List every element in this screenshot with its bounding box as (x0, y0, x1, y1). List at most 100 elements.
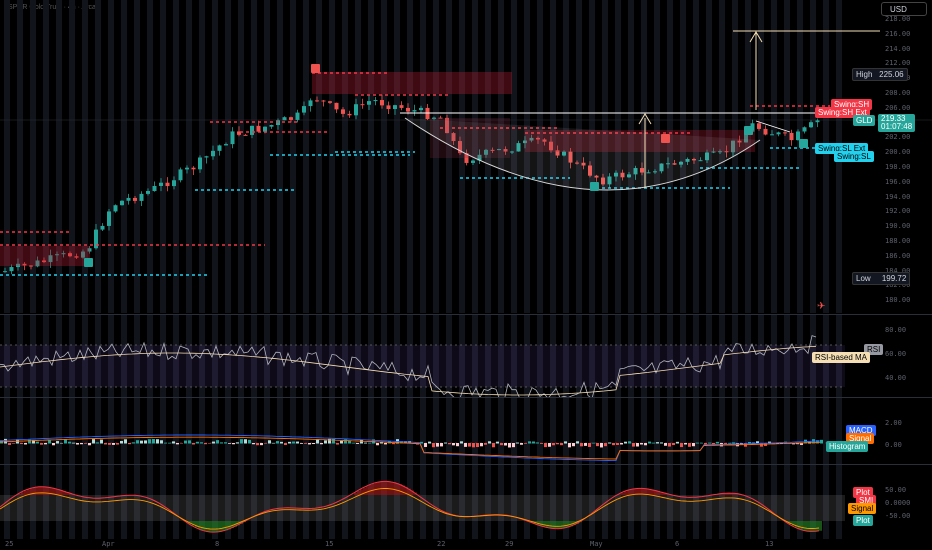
session-stripe (212, 0, 218, 313)
last-price-tag: 219.33 01:07:48 (878, 114, 916, 132)
candle-body (113, 205, 118, 212)
candle-body (263, 126, 267, 132)
candle-body (42, 260, 46, 263)
macd-histogram-bar (160, 440, 163, 444)
smi-oversold-fill (567, 521, 570, 528)
smi-oversold-fill (225, 521, 228, 531)
macd-histogram-bar (168, 442, 171, 444)
smi-canvas[interactable] (0, 465, 932, 539)
candle-body (217, 145, 222, 151)
smi-oversold-fill (576, 521, 579, 524)
smi-overbought-fill (363, 487, 366, 495)
smi-overbought-fill (33, 487, 36, 495)
smi-oversold-fill (807, 521, 810, 532)
arrow-head (638, 113, 652, 125)
macd-histogram-bar (612, 443, 615, 446)
macd-histogram-bar (144, 440, 147, 444)
session-stripe (680, 398, 686, 464)
session-stripe (576, 398, 582, 464)
smi-oversold-fill (219, 521, 222, 532)
candle-body (185, 167, 189, 170)
session-stripe (394, 398, 400, 464)
macd-histogram-bar (692, 443, 695, 447)
session-stripe (745, 0, 751, 313)
session-stripe (303, 315, 309, 397)
candle-body (386, 105, 391, 110)
macd-histogram-bar (696, 442, 699, 444)
macd-histogram-bar (48, 439, 51, 444)
macd-signal-label: Signal (846, 433, 875, 444)
time-tick: Apr (102, 540, 115, 548)
candle-body (328, 101, 332, 103)
smi-signal-line (0, 488, 820, 530)
session-stripe (368, 398, 374, 464)
macd-canvas[interactable] (0, 398, 932, 464)
macd-histogram-bar (796, 443, 799, 445)
candle-body (711, 151, 716, 153)
candle-body (653, 171, 657, 173)
price-tick: 200.00 (885, 148, 911, 157)
candle-body (399, 105, 404, 108)
candle-body (666, 163, 670, 165)
candle-body (484, 149, 488, 155)
session-stripe (277, 465, 283, 539)
macd-histogram-bar (576, 441, 579, 444)
session-stripe (251, 465, 257, 539)
session-stripe (537, 465, 543, 539)
smi-oversold-fill (792, 521, 795, 526)
candle-body (256, 125, 261, 132)
rocket-icon[interactable]: ✈ (817, 301, 826, 312)
session-stripe (17, 398, 23, 464)
price-pane[interactable] (0, 0, 932, 313)
chart-symbol-header[interactable]: SPDR Gold Trust · 4h · Arca (8, 4, 96, 11)
session-stripe (732, 465, 738, 539)
session-stripe (563, 465, 569, 539)
smi-overbought-fill (651, 489, 654, 495)
signal-marker (744, 126, 753, 135)
macd-histogram-bar (28, 439, 31, 444)
smi-oversold-fill (195, 521, 198, 528)
session-stripe (30, 465, 36, 539)
session-stripe (498, 315, 504, 397)
session-stripe (719, 315, 725, 397)
session-stripe (576, 465, 582, 539)
candle-body (757, 123, 761, 129)
price-chart-canvas[interactable] (0, 0, 932, 313)
macd-histogram-bar (232, 443, 235, 445)
macd-histogram-bar (420, 441, 423, 444)
currency-selector[interactable]: USD (881, 2, 927, 16)
macd-histogram-bar (204, 443, 207, 445)
session-stripe (615, 398, 621, 464)
rsi-pane[interactable] (0, 314, 932, 397)
session-stripe (108, 465, 114, 539)
macd-histogram-bar (104, 443, 107, 445)
candle-body (29, 265, 33, 267)
macd-histogram-bar (60, 442, 63, 444)
session-stripe (524, 465, 530, 539)
macd-histogram-bar (224, 442, 227, 444)
macd-histogram-bar (440, 443, 443, 447)
macd-histogram-bar (96, 442, 99, 444)
candle-body (191, 167, 196, 170)
session-stripe (498, 398, 504, 464)
rsi-canvas[interactable] (0, 315, 932, 397)
smi-pane[interactable] (0, 464, 932, 539)
session-stripe (797, 0, 803, 313)
macd-pane[interactable] (0, 397, 932, 464)
macd-histogram-bar (664, 443, 667, 446)
macd-histogram-bar (656, 442, 659, 444)
price-tick: 194.00 (885, 192, 911, 201)
session-stripe (173, 398, 179, 464)
session-stripe (719, 398, 725, 464)
candle-body (360, 104, 365, 106)
session-stripe (69, 0, 75, 313)
macd-histogram-bar (24, 443, 27, 445)
macd-histogram-bar (156, 439, 159, 444)
candle-body (334, 102, 339, 110)
session-stripe (17, 465, 23, 539)
macd-histogram-bar (580, 443, 583, 447)
supply-zone (525, 130, 755, 152)
candle-body (198, 157, 202, 170)
candle-body (321, 100, 326, 102)
candle-body (685, 158, 690, 162)
